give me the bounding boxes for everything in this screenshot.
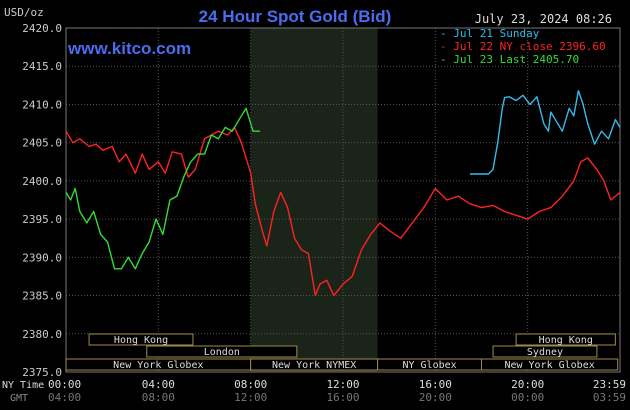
y-tick-label: 2375.0 — [22, 366, 62, 379]
legend-entry-3: - Jul 23 Last 2405.70 — [440, 53, 579, 66]
x-tick-label-ny: 12:00 — [326, 378, 359, 391]
series-line-3 — [65, 107, 260, 270]
x-tick-label-ny: 23:59 — [593, 378, 626, 391]
series-line-2 — [65, 126, 621, 297]
session-label: New York Globex — [113, 360, 203, 371]
nymex-highlight-band — [250, 28, 378, 372]
session-label: Sydney — [527, 347, 563, 358]
session-bar — [146, 345, 298, 358]
y-tick-label: 2385.0 — [22, 290, 62, 303]
session-label: Hong Kong — [114, 335, 168, 346]
plot-border — [65, 27, 621, 373]
y-tick-label: 2415.0 — [22, 60, 62, 73]
x-tick-label-gmt: 20:00 — [419, 391, 452, 404]
series-line-1 — [470, 89, 621, 175]
x-tick-label-gmt: 08:00 — [142, 391, 175, 404]
y-tick-label: 2400.0 — [22, 175, 62, 188]
chart-title: 24 Hour Spot Gold (Bid) — [199, 7, 392, 26]
y-tick-label: 2420.0 — [22, 22, 62, 35]
session-label: New York NYMEX — [272, 360, 356, 371]
x-tick-label-gmt: 03:59 — [593, 391, 626, 404]
x-tick-label-gmt: 12:00 — [234, 391, 267, 404]
y-axis-label: USD/oz — [4, 6, 44, 19]
session-label: London — [204, 347, 240, 358]
session-label: NY Globex — [402, 360, 456, 371]
y-tick-label: 2395.0 — [22, 213, 62, 226]
x-tick-label-ny: 20:00 — [511, 378, 544, 391]
session-bar — [481, 358, 619, 371]
session-bar — [88, 333, 194, 346]
y-tick-label: 2380.0 — [22, 328, 62, 341]
x-tick-label-ny: 08:00 — [234, 378, 267, 391]
x-tick-label-ny: 16:00 — [419, 378, 452, 391]
y-tick-label: 2410.0 — [22, 98, 62, 111]
x-tick-label-gmt: 00:00 — [511, 391, 544, 404]
legend-entry-1: - Jul 21 Sunday — [440, 27, 540, 40]
x-tick-label-ny: 04:00 — [142, 378, 175, 391]
session-label: New York Globex — [504, 360, 594, 371]
watermark-text: www.kitco.com — [67, 39, 191, 58]
session-label: Hong Kong — [539, 335, 593, 346]
legend-entry-2: - Jul 22 NY close 2396.60 — [440, 40, 606, 53]
timestamp: July 23, 2024 08:26 — [475, 12, 612, 26]
x-tick-label-gmt: 16:00 — [326, 391, 359, 404]
y-tick-label: 2405.0 — [22, 137, 62, 150]
x-tick-label-ny: 00:00 — [48, 378, 81, 391]
x-row-label-ny: NY Time — [2, 380, 44, 391]
session-bar — [515, 333, 616, 346]
y-tick-label: 2390.0 — [22, 251, 62, 264]
x-row-label-gmt: GMT — [10, 393, 28, 404]
x-tick-label-gmt: 04:00 — [48, 391, 81, 404]
session-bar — [492, 345, 598, 358]
